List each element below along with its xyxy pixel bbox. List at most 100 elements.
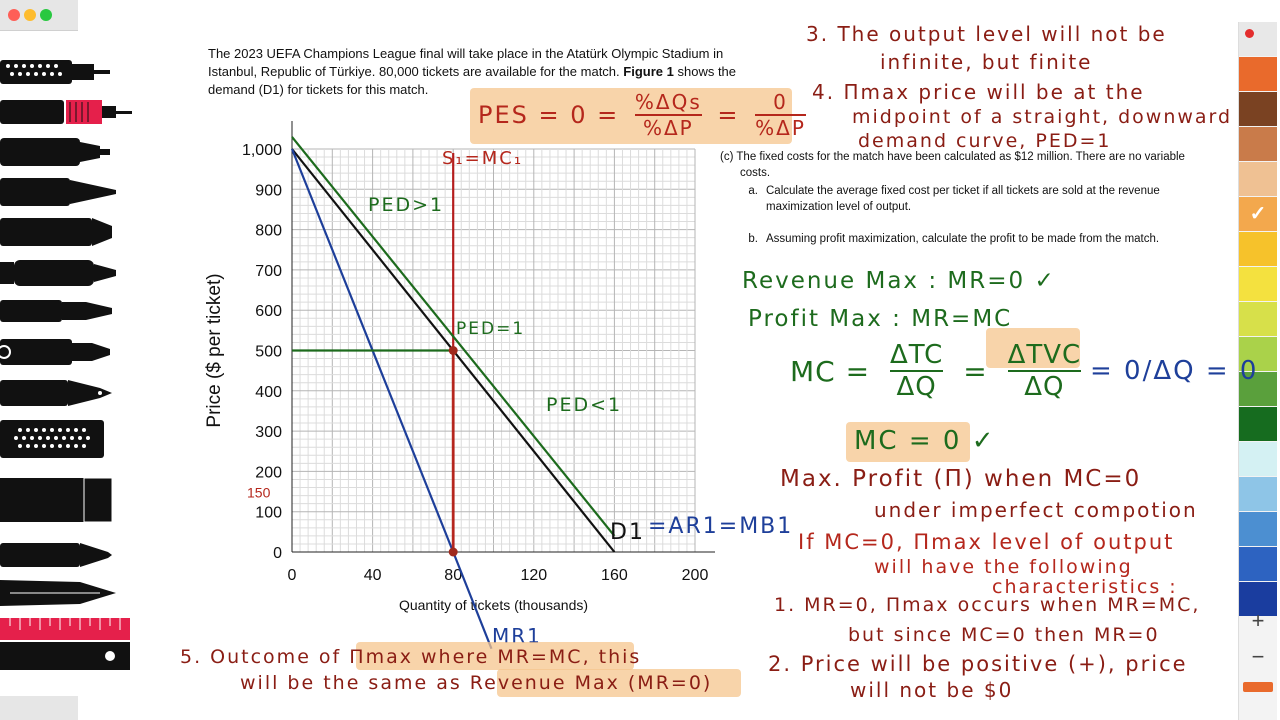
color-palette: ✓ + − — [1238, 22, 1277, 720]
zoom-window-button[interactable] — [40, 9, 52, 21]
part-c: (c) The fixed costs for the match have b… — [720, 149, 1185, 247]
part-a-line-2: maximization level of output. — [766, 201, 912, 213]
color-swatch[interactable] — [1239, 22, 1277, 56]
x-tick-label: 200 — [682, 567, 709, 584]
part-c-line-1: (c) The fixed costs for the match have b… — [720, 151, 1185, 163]
active-color-indicator — [1243, 682, 1273, 692]
demand-chart: 0 40 80 120 160 200 0 100 200 300 400 500 600 700 800 9… — [204, 121, 715, 650]
y-tick-label: 400 — [255, 384, 282, 401]
part-a-label: a. — [748, 185, 758, 197]
color-swatch[interactable]: ✓ — [1239, 197, 1277, 231]
y-tick-label: 900 — [255, 182, 282, 199]
mc-frac1-den: ΔQ — [896, 372, 937, 402]
calligraphy-pen-tool-icon[interactable] — [0, 376, 140, 410]
profit-max: Profit Max : MR=MC — [748, 306, 1013, 332]
pes-left: PES = 0 = — [478, 101, 620, 129]
intro-line-2-text: Istanbul, Republic of Türkiye. 80,000 ti… — [208, 64, 620, 79]
intersection-point — [448, 547, 458, 557]
tvc-highlight — [986, 328, 1080, 368]
color-swatch[interactable] — [1239, 337, 1277, 371]
color-swatch[interactable] — [1239, 512, 1277, 546]
note4-line-3: demand curve, PED=1 — [858, 130, 1112, 152]
pes-eq: = — [717, 101, 740, 129]
part-c-line-2: costs. — [740, 167, 771, 179]
watercolor-tool-icon[interactable] — [0, 336, 140, 368]
part-a-line-1: Calculate the average fixed cost per tic… — [766, 185, 1160, 197]
pes-num-1: %ΔQs — [634, 90, 702, 116]
pencil-graphite-tool-icon[interactable] — [0, 540, 140, 570]
x-axis-label: Quantity of tickets (thousands) — [399, 597, 588, 613]
marker-tool-icon[interactable] — [0, 174, 140, 210]
item5-highlight-2 — [497, 669, 741, 697]
mc-blue-result: = 0/ΔQ = 0 — [1090, 356, 1259, 386]
mc-frac2-den: ΔQ — [1024, 372, 1065, 402]
pencil-tool-icon[interactable] — [0, 56, 140, 88]
item1-line-1: 1. MR=0, Πmax occurs when MR=MC, — [774, 594, 1201, 616]
pes-equation: PES = 0 = %ΔQs %ΔP = 0 %ΔP — [478, 90, 806, 140]
color-swatch[interactable] — [1239, 127, 1277, 161]
intro-line-1: The 2023 UEFA Champions League final wil… — [208, 46, 724, 61]
color-swatch[interactable] — [1239, 442, 1277, 476]
pes-num-2: 0 — [755, 90, 806, 116]
item2-line-1: 2. Price will be positive (+), price — [768, 652, 1188, 676]
mc-frac1-num: ΔTC — [889, 340, 944, 372]
series-line-green-3 — [291, 136, 616, 537]
y-tick-label: 0 — [273, 545, 282, 562]
y-tick-label: 200 — [255, 464, 282, 481]
color-swatch[interactable] — [1239, 477, 1277, 511]
eraser-tool-icon[interactable] — [0, 476, 140, 524]
brush-tool-icon[interactable] — [0, 296, 140, 326]
intro-line-2: Istanbul, Republic of Türkiye. 80,000 ti… — [208, 63, 736, 81]
x-tick-label: 40 — [364, 567, 382, 584]
technical-pen-tool-icon[interactable] — [0, 96, 140, 128]
part-b: b. Assuming profit maximization, calcula… — [720, 231, 1185, 247]
revenue-max: Revenue Max : MR=0 ✓ — [742, 268, 1056, 294]
color-swatch[interactable] — [1239, 407, 1277, 441]
close-window-button[interactable] — [8, 9, 20, 21]
fountain-pen-tool-icon[interactable] — [0, 134, 140, 170]
if-line-3: characteristics : — [992, 576, 1178, 598]
x-tick-label: 80 — [444, 567, 462, 584]
color-swatch[interactable] — [1239, 57, 1277, 91]
note4-line-2: midpoint of a straight, downward — [852, 106, 1233, 128]
minimize-window-button[interactable] — [24, 9, 36, 21]
worksheet-page: The 2023 UEFA Champions League final wil… — [140, 22, 1256, 720]
add-color-button[interactable]: + — [1251, 608, 1265, 633]
y-tick-label: 700 — [255, 263, 282, 280]
y-tick-label: 100 — [255, 505, 282, 522]
pes-den-2: %ΔP — [755, 116, 806, 140]
ar-mb-label: =AR1=MB1 — [648, 514, 794, 539]
note4-line-1: 4. Πmax price will be at the — [812, 80, 1145, 104]
part-a: a. Calculate the average fixed cost per … — [720, 183, 1185, 215]
color-swatch[interactable] — [1239, 92, 1277, 126]
drawing-tool-rack: eraser — [0, 30, 140, 720]
color-swatch[interactable] — [1239, 232, 1277, 266]
x-tick-label: 160 — [601, 567, 628, 584]
highlighter-tool-icon[interactable] — [0, 214, 140, 250]
dot-pen-tool-icon[interactable] — [0, 418, 140, 460]
color-swatch[interactable] — [1239, 267, 1277, 301]
color-swatch[interactable] — [1239, 372, 1277, 406]
supply-mc-label: S₁=MC₁ — [442, 148, 524, 169]
knife-tool-icon[interactable] — [0, 578, 140, 608]
mc-derivation: MC = ΔTC ΔQ = ΔTVC ΔQ — [790, 340, 1082, 402]
color-swatch[interactable] — [1239, 162, 1277, 196]
y-tick-label: 500 — [255, 344, 282, 361]
color-swatch[interactable] — [1239, 547, 1277, 581]
note3-line-2: infinite, but finite — [880, 50, 1093, 74]
y-axis-label: Price ($ per ticket) — [204, 273, 225, 427]
color-swatch[interactable] — [1239, 582, 1277, 616]
intro-line-3: demand (D1) for tickets for this match. — [208, 82, 429, 97]
max-profit-line-1: Max. Profit (Π) when MC=0 — [780, 466, 1142, 492]
crayon-tool-icon[interactable] — [0, 258, 140, 288]
selected-check-icon: ✓ — [1249, 203, 1267, 225]
mc-eq: MC = — [790, 354, 871, 388]
mc-eqs: = — [963, 354, 988, 388]
pes-highlight — [470, 88, 792, 144]
item2-line-2: will not be $0 — [850, 678, 1014, 702]
remove-color-button[interactable]: − — [1251, 644, 1265, 669]
record-indicator-icon — [1245, 29, 1254, 38]
color-swatch[interactable] — [1239, 302, 1277, 336]
window-titlebar — [0, 0, 78, 31]
ruler-tool-icon[interactable] — [0, 616, 140, 672]
